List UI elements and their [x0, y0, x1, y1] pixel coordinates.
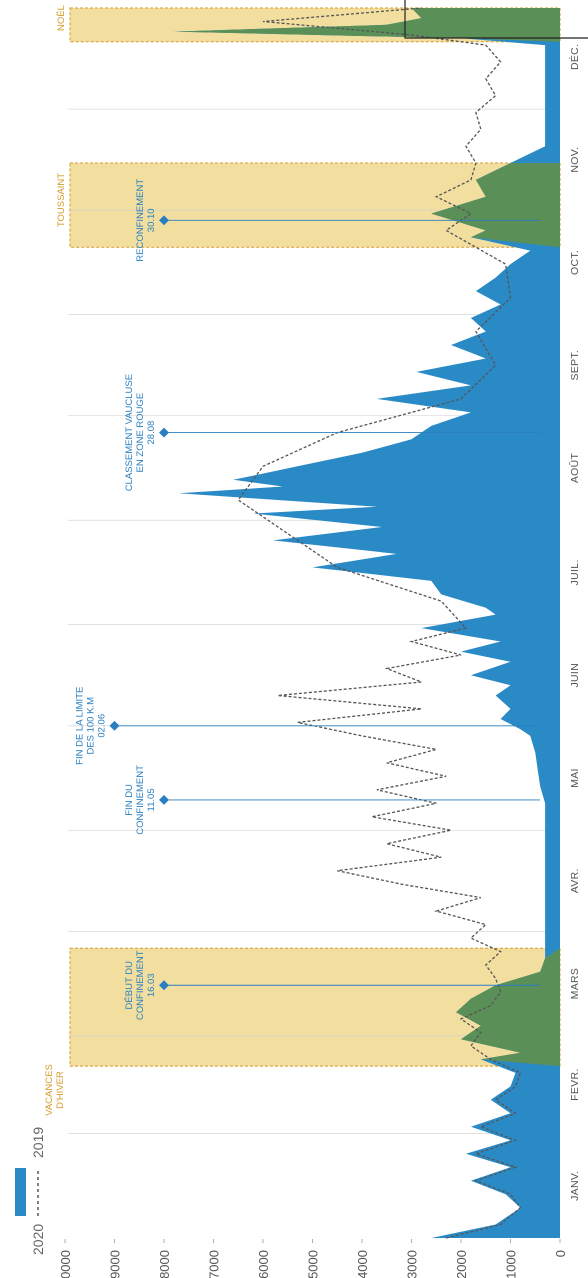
holiday-overlap-2: [173, 8, 560, 42]
month-label: MARS: [569, 968, 581, 1000]
y-tick-label: 6000: [256, 1250, 271, 1278]
legend-label-2019: 2019: [30, 1127, 46, 1158]
y-tick-label: 5000: [306, 1250, 321, 1278]
month-label: JANV.: [569, 1171, 581, 1201]
y-axis-ticks: 0 1000 2000 3000 4000 5000 6000 7000 8000 9000 100…: [58, 1239, 568, 1278]
month-label: FEVR.: [569, 1068, 581, 1100]
holiday-overlap-areas: [173, 8, 560, 1067]
annotation-text: RECONFINEMENT: [135, 179, 146, 262]
month-labels: JANV. FEVR. MARS AVR. MAI JUIN JUIL. AOÛT SEPT. O…: [568, 44, 581, 1201]
series-2020-area: [173, 8, 560, 1238]
legend: 2020 2019: [15, 1127, 46, 1255]
legend-swatch-2020: [15, 1168, 26, 1216]
y-tick-label: 1000: [504, 1250, 519, 1278]
holiday-labels: VACANCES D'HIVER TOUSSAINT NOËL: [44, 5, 67, 1116]
y-tick-label: 4000: [355, 1250, 370, 1278]
y-tick-label: 8000: [157, 1250, 172, 1278]
annotation-text: CONFINEMENT: [135, 765, 146, 835]
annotation-text: FIN DU: [124, 784, 135, 816]
month-label: NOV.: [569, 147, 581, 173]
annotation-text: CLASSEMENT VAUCLUSE: [124, 374, 135, 491]
holiday-label: D'HIVER: [55, 1071, 66, 1109]
month-label: JUIN: [569, 663, 581, 688]
annotation-text: CONFINEMENT: [135, 950, 146, 1020]
series-2019-path: [237, 7, 522, 1239]
annotation-text: 30.10: [146, 208, 157, 232]
annotation-text: EN ZONE ROUGE: [135, 393, 146, 473]
series-2020-fill: [173, 8, 560, 1238]
annotation-text: 02.06: [97, 714, 108, 738]
annotation-marker: [159, 215, 169, 226]
y-tick-label: 9000: [108, 1250, 123, 1278]
holiday-label: TOUSSAINT: [56, 173, 67, 227]
month-label: SEPT.: [569, 350, 581, 381]
holiday-overlap-1: [431, 163, 560, 248]
legend-label-2020: 2020: [30, 1224, 46, 1255]
annotation-marker: [159, 427, 169, 438]
frame-bracket: [404, 0, 588, 39]
y-tick-label: 2000: [454, 1250, 469, 1278]
annotation-text: 28.08: [146, 421, 157, 445]
y-tick-label: 0: [553, 1250, 568, 1257]
annotation-marker: [159, 794, 169, 805]
holiday-label: VACANCES: [44, 1064, 55, 1116]
annotation-text: 16.03: [146, 973, 157, 997]
month-label: AOÛT: [568, 453, 581, 484]
annotation-text: FIN DE LA LIMITE: [75, 687, 86, 765]
month-label: DÉC.: [568, 44, 581, 70]
annotation-marker: [109, 720, 120, 731]
annotation-text: DÉBUT DU: [124, 961, 135, 1010]
series-2019-line: [237, 7, 522, 1239]
month-label: MAI: [569, 768, 581, 788]
month-label: OCT.: [569, 250, 581, 275]
holiday-label: NOËL: [56, 5, 67, 31]
y-tick-label: 3000: [405, 1250, 420, 1278]
annotation-text: 11.05: [146, 788, 157, 811]
y-tick-label: 10000: [58, 1250, 73, 1278]
annotation-text: DES 100 K.M: [86, 697, 97, 755]
holiday-overlap-0: [456, 948, 560, 1067]
annotation-marker: [159, 980, 169, 991]
y-tick-label: 7000: [207, 1250, 222, 1278]
month-label: JUIL.: [569, 559, 581, 585]
month-label: AVR.: [569, 868, 581, 893]
